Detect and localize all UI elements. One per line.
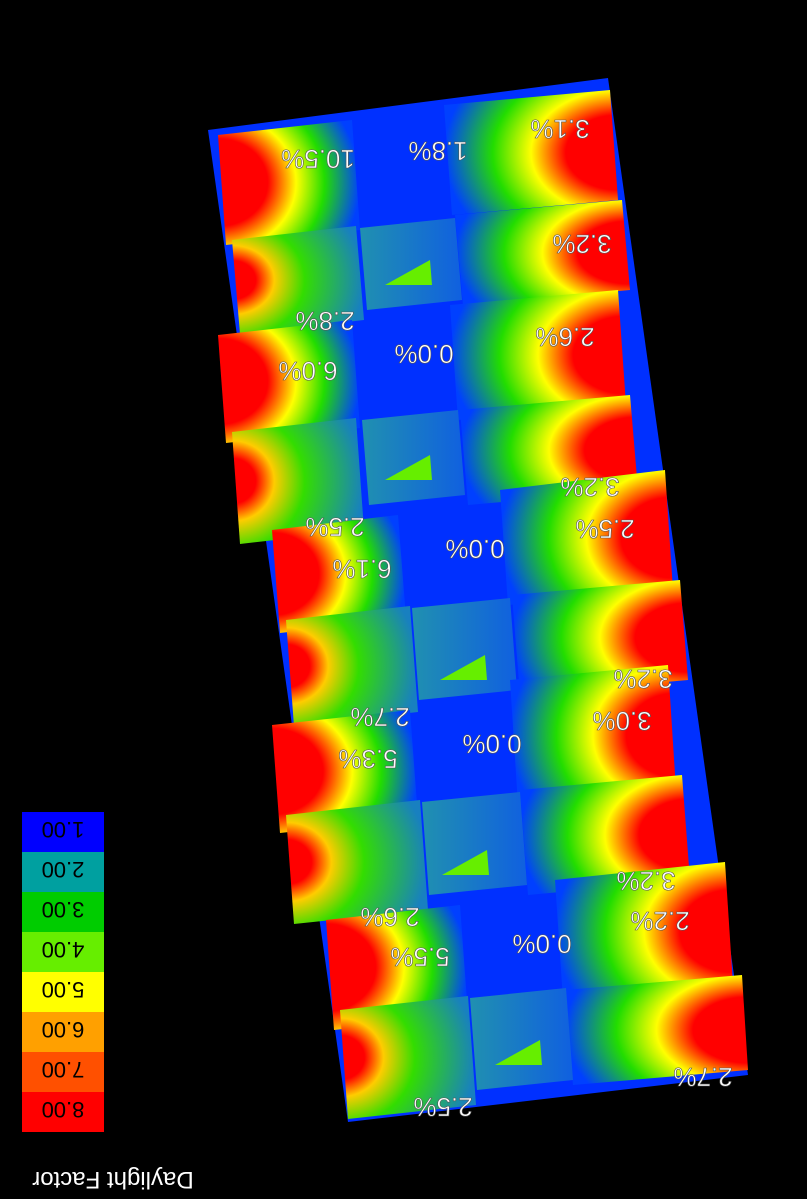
legend-band-6: [22, 1012, 104, 1052]
legend-band-3: [22, 892, 104, 932]
legend-band-2: [22, 852, 104, 892]
readings-layer: 10.5% 1.8% 3.1% 3.2% 2.8% 6.0% 0.0% 2.6%…: [278, 114, 733, 1123]
reading-r13: 2.5%: [575, 514, 634, 544]
reading-r17: 0.0%: [462, 729, 521, 759]
legend-band-1: [22, 812, 104, 852]
legend-tick-6: 6.00: [42, 1017, 85, 1042]
reading-r6: 6.0%: [278, 356, 337, 386]
reading-r21: 5.5%: [390, 942, 449, 972]
legend-tick-5: 5.00: [42, 977, 85, 1002]
reading-r8: 2.6%: [535, 322, 594, 352]
reading-r20: 2.6%: [360, 902, 419, 932]
reading-r9: 3.2%: [560, 472, 619, 502]
reading-r15: 2.7%: [350, 702, 409, 732]
reading-r19: 3.2%: [616, 866, 675, 896]
reading-r12: 0.0%: [445, 534, 504, 564]
legend-title: Daylight Factor: [32, 1166, 193, 1193]
legend-tick-8: 8.00: [42, 1097, 85, 1122]
reading-r25: 2.5%: [413, 1092, 472, 1122]
legend-tick-4: 4.00: [42, 937, 85, 962]
reading-r11: 6.1%: [332, 554, 391, 584]
reading-r2: 1.8%: [408, 136, 467, 166]
reading-r18: 3.0%: [592, 706, 651, 736]
building-plan: [208, 78, 748, 1122]
legend-band-8: [22, 1092, 104, 1132]
reading-r22: 0.0%: [512, 929, 571, 959]
reading-r5: 2.8%: [295, 306, 354, 336]
legend-tick-7: 7.00: [42, 1057, 85, 1082]
reading-r24: 2.7%: [673, 1062, 732, 1092]
legend-band-4: [22, 932, 104, 972]
reading-r16: 5.3%: [338, 744, 397, 774]
legend-band-7: [22, 1052, 104, 1092]
reading-r23: 2.2%: [630, 906, 689, 936]
legend-tick-3: 3.00: [42, 897, 85, 922]
reading-r3: 3.1%: [530, 114, 589, 144]
reading-r4: 3.2%: [552, 229, 611, 259]
reading-r1: 10.5%: [281, 144, 355, 174]
reading-r10: 2.5%: [305, 512, 364, 542]
reading-r7: 0.0%: [394, 339, 453, 369]
legend-tick-1: 1.00: [42, 817, 85, 842]
reading-r14: 3.2%: [613, 664, 672, 694]
legend-tick-2: 2.00: [42, 857, 85, 882]
legend-band-5: [22, 972, 104, 1012]
legend: 1.00 2.00 3.00 4.00 5.00 6.00 7.00 8.00: [22, 812, 104, 1132]
